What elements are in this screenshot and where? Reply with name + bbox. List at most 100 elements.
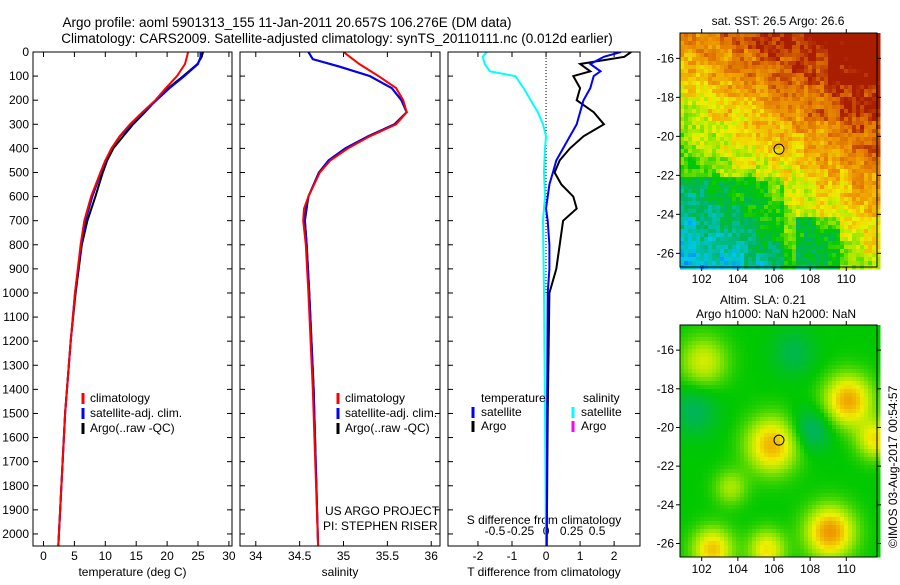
map-cell	[868, 49, 873, 54]
map-cell	[752, 181, 757, 186]
map-cell	[736, 237, 741, 242]
map-cell	[828, 373, 833, 378]
map-cell	[796, 93, 801, 98]
map-cell	[704, 105, 709, 110]
map-cell	[744, 325, 749, 330]
map-cell	[872, 61, 877, 66]
map-cell	[720, 217, 725, 222]
map-cell	[844, 165, 849, 170]
map-cell	[760, 373, 765, 378]
map-cell	[720, 409, 725, 414]
map-cell	[840, 117, 845, 122]
map-cell	[844, 137, 849, 142]
map-cell	[784, 237, 789, 242]
map-cell	[812, 169, 817, 174]
map-cell	[856, 169, 861, 174]
map-cell	[716, 337, 721, 342]
map-cell	[700, 385, 705, 390]
map-cell	[760, 169, 765, 174]
map-cell	[716, 109, 721, 114]
map-cell	[820, 173, 825, 178]
map-cell	[680, 57, 685, 62]
map-cell	[860, 41, 865, 46]
map-cell	[764, 201, 769, 206]
legend-label: Argo(..raw -QC)	[345, 421, 430, 435]
map-cell	[788, 225, 793, 230]
map-cell	[680, 241, 685, 246]
map-cell	[720, 165, 725, 170]
map-cell	[796, 437, 801, 442]
map-cell	[696, 365, 701, 370]
map-cell	[752, 97, 757, 102]
x-tick-label: 34	[249, 549, 263, 563]
map-cell	[784, 409, 789, 414]
map-cell	[860, 381, 865, 386]
map-cell	[804, 401, 809, 406]
map-cell	[864, 401, 869, 406]
map-cell	[692, 353, 697, 358]
map-cell	[736, 349, 741, 354]
map-cell	[688, 169, 693, 174]
map-cell	[712, 65, 717, 70]
map-cell	[768, 437, 773, 442]
map-cell	[680, 209, 685, 214]
map-cell	[744, 445, 749, 450]
map-cell	[852, 445, 857, 450]
map-cell	[776, 173, 781, 178]
map-cell	[820, 453, 825, 458]
map-cell	[744, 81, 749, 86]
map-cell	[736, 169, 741, 174]
map-cell	[732, 65, 737, 70]
map-cell	[704, 357, 709, 362]
map-cell	[736, 389, 741, 394]
map-cell	[688, 189, 693, 194]
map-cell	[708, 141, 713, 146]
map-cell	[740, 241, 745, 246]
x-tick-label: 0	[543, 549, 550, 563]
map-cell	[680, 97, 685, 102]
map-cell	[708, 245, 713, 250]
map-cell	[736, 361, 741, 366]
map-cell	[852, 341, 857, 346]
map-cell	[728, 109, 733, 114]
map-cell	[800, 249, 805, 254]
map-cell	[836, 157, 841, 162]
map-cell	[704, 461, 709, 466]
map-cell	[852, 81, 857, 86]
map-cell	[692, 361, 697, 366]
map-cell	[804, 185, 809, 190]
map-cell	[804, 141, 809, 146]
map-cell	[712, 333, 717, 338]
map-cell	[812, 445, 817, 450]
map-cell	[812, 69, 817, 74]
map-cell	[760, 229, 765, 234]
map-cell	[728, 117, 733, 122]
map-cell	[772, 133, 777, 138]
map-cell	[756, 173, 761, 178]
map-cell	[704, 329, 709, 334]
map-cell	[800, 369, 805, 374]
map-cell	[864, 369, 869, 374]
map-cell	[684, 413, 689, 418]
map-cell	[744, 225, 749, 230]
map-cell	[848, 389, 853, 394]
map-cell	[832, 233, 837, 238]
map-cell	[764, 401, 769, 406]
map-cell	[680, 193, 685, 198]
map-cell	[720, 441, 725, 446]
map-cell	[824, 125, 829, 130]
map-cell	[740, 397, 745, 402]
map-cell	[748, 197, 753, 202]
map-cell	[816, 137, 821, 142]
map-cell	[792, 45, 797, 50]
map-cell	[692, 217, 697, 222]
map-cell	[816, 233, 821, 238]
map-cell	[784, 161, 789, 166]
map-cell	[696, 257, 701, 262]
map-cell	[692, 153, 697, 158]
x-axis-label: salinity	[322, 565, 359, 579]
map-cell	[840, 393, 845, 398]
map-cell	[836, 257, 841, 262]
map-cell	[756, 101, 761, 106]
map-cell	[860, 449, 865, 454]
